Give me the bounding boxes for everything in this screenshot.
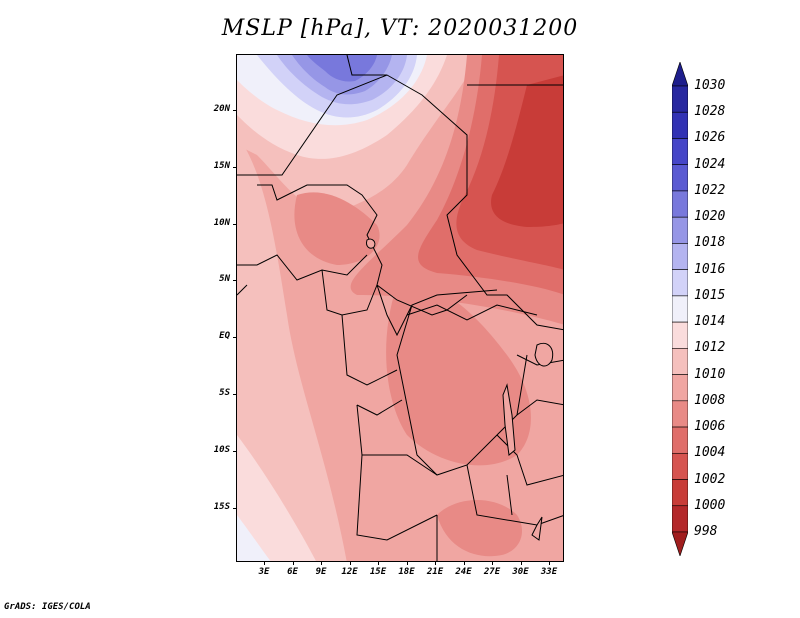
colorbar [672, 62, 688, 556]
colorbar-swatch [672, 111, 688, 139]
field-1000-east [491, 75, 563, 227]
lat-label-5n: 5N [219, 274, 230, 285]
colorbar-swatch [672, 452, 688, 480]
lon-label-27e: 27E [483, 567, 501, 577]
field-1006-nw [294, 192, 380, 265]
lat-label-20n: 20N [213, 104, 230, 114]
colorbar-level-1004: 1004 [694, 445, 726, 461]
colorbar-swatch [672, 295, 688, 323]
lat-tick [233, 223, 236, 225]
colorbar-swatch [672, 190, 688, 218]
colorbar-swatch [672, 374, 688, 402]
colorbar-level-1012: 1012 [694, 340, 726, 356]
colorbar-swatch [672, 426, 688, 454]
lat-label-eq: EQ [219, 331, 230, 342]
lon-label-9e: 9E [315, 567, 327, 577]
field-1010-west [237, 135, 347, 561]
colorbar-level-1018: 1018 [694, 235, 726, 251]
colorbar-level-1015: 1015 [694, 287, 726, 303]
lat-tick [233, 337, 236, 339]
lon-tick [321, 562, 322, 565]
colorbar-swatch [672, 269, 688, 297]
lat-tick [233, 450, 236, 452]
colorbar-level-1028: 1028 [694, 104, 726, 120]
colorbar-level-1026: 1026 [694, 130, 726, 146]
field-1014-sw [237, 515, 271, 561]
lon-tick [264, 562, 265, 565]
lon-tick [549, 562, 550, 565]
field-1012-sw [237, 435, 316, 561]
colorbar-swatch [672, 243, 688, 270]
lat-label-10n: 10N [213, 217, 230, 228]
colorbar-swatch [672, 400, 688, 428]
colorbar-level-1010: 1010 [694, 366, 726, 382]
colorbar-level-1002: 1002 [694, 471, 726, 487]
lon-tick [492, 562, 493, 565]
colorbar-level-998: 998 [694, 524, 718, 539]
lon-label-6e: 6E [287, 567, 298, 577]
lat-label-5s: 5S [219, 388, 230, 398]
lon-tick [292, 562, 294, 565]
lat-label-15n: 15N [213, 160, 230, 171]
colorbar-swatch [672, 505, 688, 533]
lon-label-21e: 21E [426, 567, 444, 577]
lon-label-24e: 24E [455, 567, 472, 577]
map-title: MSLP [hPa], VT: 2020031200 [221, 16, 579, 41]
colorbar-level-1014: 1014 [694, 314, 726, 330]
lat-tick [233, 394, 236, 395]
field-1006-se [437, 500, 522, 557]
lon-label-18e: 18E [398, 567, 415, 577]
lon-tick [349, 562, 351, 565]
lon-label-33e: 33E [540, 567, 558, 577]
lat-tick [233, 166, 236, 168]
country-borders [237, 55, 563, 561]
colorbar-level-1022: 1022 [694, 182, 726, 198]
lat-label-15s: 15S [213, 501, 230, 512]
lon-label-12e: 12E [341, 567, 358, 577]
colorbar-swatches [672, 62, 688, 556]
lon-label-15e: 15E [369, 567, 387, 577]
colorbar-level-1016: 1016 [694, 261, 726, 277]
colorbar-swatch [672, 348, 688, 375]
colorbar-level-1030: 1030 [694, 78, 726, 93]
lon-tick [378, 562, 379, 565]
lakes [366, 238, 554, 541]
lon-tick [463, 562, 465, 565]
footer-credit: GrADS: IGES/COLA [4, 602, 91, 612]
colorbar-level-1006: 1006 [694, 419, 726, 435]
colorbar-swatch [672, 321, 688, 349]
colorbar-level-1024: 1024 [694, 156, 726, 172]
colorbar-swatch [672, 531, 688, 556]
colorbar-swatch [672, 138, 688, 166]
lon-tick [520, 562, 522, 565]
lon-tick [435, 562, 436, 565]
colorbar-swatch [672, 62, 688, 87]
lon-label-3e: 3E [258, 567, 270, 577]
colorbar-swatch [672, 85, 688, 113]
colorbar-swatch [672, 216, 688, 244]
field-1006-central [386, 283, 531, 466]
lat-tick [233, 280, 236, 282]
pressure-field [237, 55, 563, 561]
lat-tick [233, 507, 236, 509]
pressure-map [236, 54, 564, 562]
lon-label-30e: 30E [512, 567, 529, 577]
colorbar-level-1000: 1000 [694, 497, 726, 513]
colorbar-level-1008: 1008 [694, 392, 726, 408]
colorbar-swatch [672, 164, 688, 192]
lat-label-10s: 10S [213, 444, 230, 455]
colorbar-swatch [672, 479, 688, 507]
lon-tick [406, 562, 408, 565]
colorbar-level-1020: 1020 [694, 209, 726, 225]
lat-tick [233, 110, 236, 111]
